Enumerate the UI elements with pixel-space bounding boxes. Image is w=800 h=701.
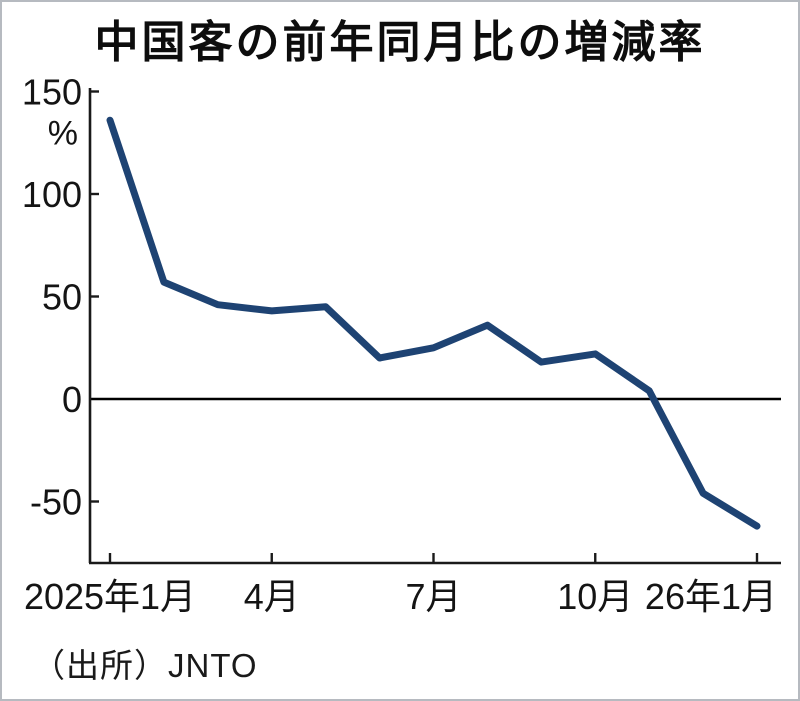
y-tick-label: 50	[42, 277, 82, 318]
x-tick-label: 10月	[557, 576, 633, 617]
y-tick-label: -50	[30, 482, 82, 523]
x-tick-label: 2025年1月	[24, 576, 196, 617]
data-line-series	[106, 116, 761, 530]
source-note: （出所）JNTO	[32, 647, 258, 684]
y-axis-unit-label: %	[48, 115, 78, 153]
y-tick-label: 0	[62, 379, 82, 420]
x-tick-label: 4月	[244, 576, 300, 617]
x-tick-label: 7月	[405, 576, 461, 617]
x-tick-label: 26年1月	[645, 576, 777, 617]
chart-title: 中国客の前年同月比の増減率	[94, 18, 706, 67]
y-tick-label: 100	[22, 174, 82, 215]
y-tick-label: 150	[22, 72, 82, 113]
